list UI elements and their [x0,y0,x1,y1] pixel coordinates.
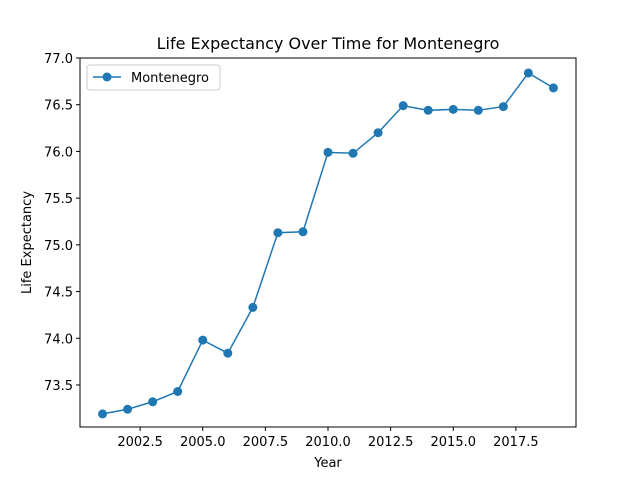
x-tick-label: 2012.5 [368,435,414,450]
series-markers [98,68,558,419]
data-point [373,128,383,138]
x-tick-label: 2010.0 [305,435,351,450]
data-point [173,387,183,396]
data-point [523,68,533,78]
y-tick-label: 77.0 [44,52,73,67]
y-tick-label: 75.5 [44,192,73,207]
data-point [298,227,308,237]
data-point [473,105,483,115]
data-point [398,101,408,111]
y-tick-label: 74.5 [44,286,73,301]
data-point [248,302,258,312]
y-axis-label: Life Expectancy [20,191,35,294]
data-point [348,148,358,158]
x-tick-label: 2002.5 [117,435,163,450]
data-point [198,335,208,345]
y-tick-label: 74.0 [44,332,73,347]
plot-frame [79,57,577,428]
x-axis: 2002.5 2005.0 2007.5 2010.0 2012.5 2015.0 2017… [117,427,539,450]
legend-marker-montenegro [102,72,112,82]
x-tick-label: 2007.5 [243,435,289,450]
data-point [498,102,508,112]
y-tick-label: 73.5 [44,379,73,394]
x-tick-label: 2015.0 [431,435,477,450]
data-point [423,105,433,115]
y-axis: 73.5 74.0 74.5 75.0 75.5 76.0 76.5 77.0 [44,52,80,394]
x-tick-label: 2005.0 [180,435,226,450]
legend-label-montenegro: Montenegro [131,71,209,86]
x-axis-label: Year [313,456,342,471]
data-point [273,228,283,238]
plot-area [80,58,576,427]
data-point [548,83,558,93]
y-tick-label: 76.0 [44,145,73,160]
x-tick-label: 2017.5 [493,435,539,450]
data-point [223,348,233,358]
data-point [448,104,458,114]
chart-title: Life Expectancy Over Time for Montenegro [157,34,500,53]
legend: Montenegro [86,64,221,91]
data-point [123,404,133,414]
data-point [148,397,158,407]
y-tick-label: 76.5 [44,99,73,114]
data-point [323,147,333,157]
data-point [98,409,108,419]
y-tick-label: 75.0 [44,239,73,254]
legend-box [86,64,221,91]
